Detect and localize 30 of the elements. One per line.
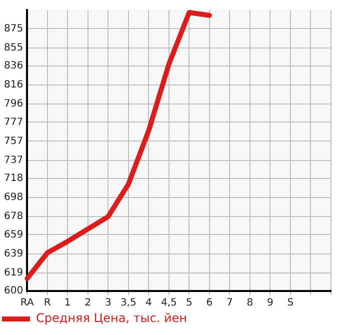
y-tick-label: 757	[4, 136, 24, 147]
y-tick-label: 619	[4, 267, 24, 278]
x-tick-label: 4,5	[160, 298, 177, 309]
y-tick-label: 639	[4, 248, 24, 260]
x-tick-label: 4	[145, 298, 152, 309]
x-tick-label: 5	[186, 298, 192, 309]
x-tick-label: 9	[267, 298, 274, 309]
y-tick-label: 600	[4, 286, 24, 297]
x-tick-label: 3	[104, 298, 112, 309]
y-tick-label: 777	[4, 116, 24, 128]
x-tick-label: 3,5	[120, 298, 136, 309]
y-tick-label: 855	[4, 42, 24, 54]
y-tick-label: 816	[4, 80, 24, 91]
x-tick-label: R	[44, 298, 51, 309]
y-tick-label: 718	[4, 173, 24, 184]
y-tick-label: 659	[4, 229, 24, 240]
x-tick-label: 7	[226, 298, 233, 309]
y-tick-label: 796	[4, 98, 24, 110]
x-tick-label: 2	[84, 298, 92, 309]
x-tick-label: S	[287, 298, 294, 309]
x-tick-label: 1	[64, 298, 71, 309]
y-tick-label: 875	[4, 23, 24, 34]
x-tick-label: 6	[206, 298, 213, 309]
x-tick-label: 8	[246, 298, 254, 309]
y-tick-label: 836	[4, 60, 24, 72]
y-tick-label: 737	[4, 154, 24, 166]
y-tick-label: 678	[4, 211, 24, 222]
y-tick-label: 698	[4, 192, 24, 204]
legend-label: Средняя Цена, тыс. йен	[36, 311, 188, 326]
x-tick-label: RA	[20, 298, 34, 309]
